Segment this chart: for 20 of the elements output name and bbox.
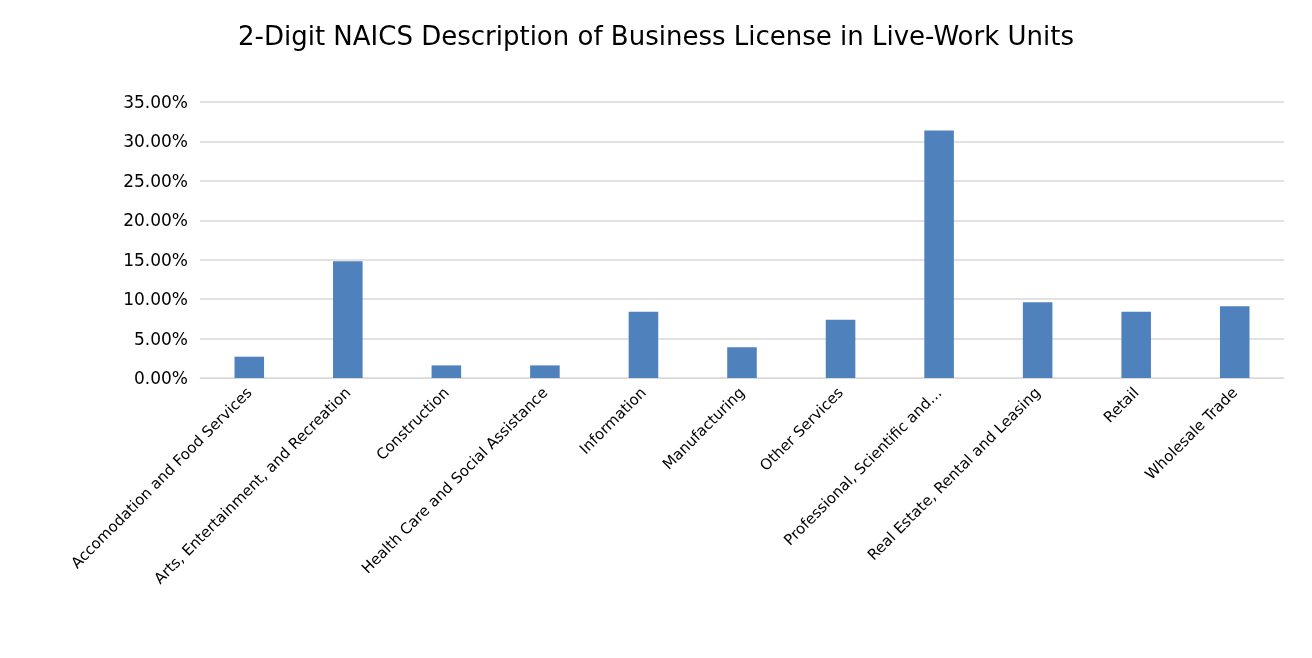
bar — [727, 347, 757, 378]
y-tick-label: 20.00% — [123, 210, 188, 231]
bar — [530, 365, 560, 378]
y-tick-label: 30.00% — [123, 131, 188, 152]
bar — [628, 311, 659, 378]
y-tick-label: 35.00% — [123, 92, 188, 112]
bar — [1219, 306, 1250, 378]
bar — [234, 356, 265, 378]
bar — [1022, 302, 1053, 378]
y-tick-label: 5.00% — [133, 328, 188, 349]
y-tick-label: 15.00% — [123, 249, 188, 270]
bar — [825, 319, 856, 378]
y-tick-label: 0.00% — [133, 368, 188, 388]
y-tick-label: 10.00% — [123, 289, 188, 310]
y-tick-label: 25.00% — [123, 170, 188, 191]
bar — [1121, 311, 1151, 378]
chart-title: 2-Digit NAICS Description of Business License in Live-Work Units — [237, 21, 1075, 51]
bar — [333, 261, 363, 378]
bar — [431, 365, 462, 378]
bar — [924, 130, 954, 378]
